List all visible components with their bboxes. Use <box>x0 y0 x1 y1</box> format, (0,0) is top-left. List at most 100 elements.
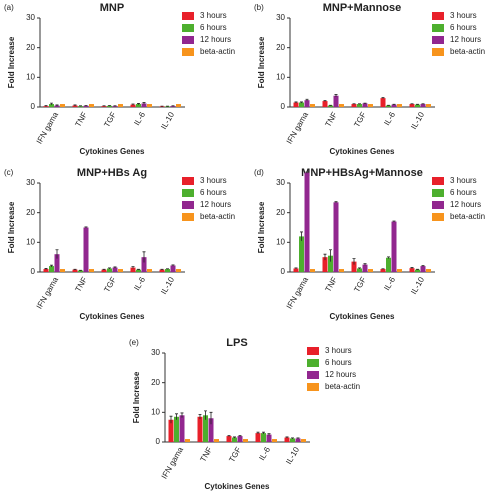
error-bar <box>108 267 111 270</box>
x-tick-label: IL-10 <box>159 110 176 131</box>
y-tick-label: 20 <box>26 208 35 217</box>
error-bar <box>55 104 59 107</box>
bar <box>328 255 333 272</box>
error-bar <box>171 264 175 267</box>
bar <box>43 269 49 272</box>
x-axis-label: Cytokines Genes <box>330 147 395 156</box>
bar <box>49 266 54 272</box>
error-bar <box>305 171 309 174</box>
bar <box>351 261 357 272</box>
x-axis-label: Cytokines Genes <box>80 312 145 321</box>
legend-label: 3 hours <box>200 176 227 185</box>
legend-swatch <box>182 201 194 209</box>
y-tick-label: 10 <box>276 237 285 246</box>
bar <box>362 103 368 107</box>
error-bar <box>233 436 236 439</box>
x-tick-label: IFN gama <box>285 275 311 310</box>
error-bar <box>262 431 265 434</box>
bar <box>386 257 391 272</box>
error-bar <box>73 104 77 107</box>
error-bar <box>227 435 231 437</box>
x-axis-label: Cytokines Genes <box>330 312 395 321</box>
bar <box>415 104 420 107</box>
bar <box>380 98 386 107</box>
bar <box>333 95 339 107</box>
bar <box>165 106 170 107</box>
legend-label: beta-actin <box>200 47 235 56</box>
bar <box>118 269 123 272</box>
bar <box>83 227 89 272</box>
error-bar <box>166 268 169 270</box>
chart-title: MNP+Mannose <box>323 2 402 14</box>
x-tick-label: TNF <box>73 110 89 128</box>
bar <box>397 269 402 272</box>
panel-label: (d) <box>254 168 264 177</box>
y-tick-label: 10 <box>151 407 160 416</box>
bar <box>72 269 78 272</box>
legend-label: 3 hours <box>450 11 477 20</box>
error-bar <box>323 253 327 261</box>
error-bar <box>204 410 207 420</box>
x-tick-label: TGF <box>102 110 118 128</box>
x-tick-label: IL-6 <box>132 275 147 292</box>
error-bar <box>358 267 361 270</box>
bar <box>101 106 107 107</box>
legend-label: 3 hours <box>325 346 352 355</box>
x-tick-label: IFN gama <box>160 445 186 480</box>
panel-label: (c) <box>4 168 14 177</box>
legend-swatch <box>182 177 194 185</box>
error-bar <box>421 103 425 105</box>
error-bar <box>102 268 106 270</box>
error-bar <box>300 101 303 104</box>
y-tick-label: 30 <box>26 13 35 22</box>
error-bar <box>387 256 390 259</box>
legend-label: 12 hours <box>450 200 481 209</box>
error-bar <box>267 433 271 436</box>
bar <box>391 104 397 107</box>
bar <box>176 104 181 107</box>
legend-label: 12 hours <box>200 35 231 44</box>
bar <box>293 268 299 272</box>
bar <box>159 106 165 107</box>
error-bar <box>142 102 146 105</box>
legend-swatch <box>432 12 444 20</box>
legend-label: beta-actin <box>325 382 360 391</box>
bar <box>328 105 333 107</box>
bar <box>176 269 181 272</box>
legend-label: 12 hours <box>325 370 356 379</box>
error-bar <box>334 201 338 203</box>
y-tick-label: 20 <box>26 43 35 52</box>
bar <box>397 104 402 107</box>
y-tick-label: 30 <box>151 348 160 357</box>
bar <box>339 269 344 272</box>
error-bar <box>137 268 140 270</box>
error-bar <box>363 102 367 104</box>
error-bar <box>142 251 146 263</box>
legend-swatch <box>432 189 444 197</box>
x-tick-label: IL-10 <box>284 445 301 466</box>
bar <box>409 268 415 272</box>
legend-swatch <box>432 36 444 44</box>
y-axis-label: Fold Increase <box>7 36 16 88</box>
bar <box>386 105 391 107</box>
error-bar <box>387 104 390 106</box>
bar <box>310 104 315 107</box>
legend-label: 6 hours <box>200 188 227 197</box>
bar <box>112 267 118 272</box>
bar <box>426 269 431 272</box>
bar <box>89 104 94 107</box>
error-bar <box>291 437 294 440</box>
x-tick-label: TGF <box>352 110 368 128</box>
legend-swatch <box>432 201 444 209</box>
error-bar <box>113 266 117 269</box>
error-bar <box>175 413 178 420</box>
error-bar <box>44 105 48 107</box>
x-axis-label: Cytokines Genes <box>80 147 145 156</box>
bar <box>351 104 357 107</box>
y-tick-label: 30 <box>26 178 35 187</box>
bar <box>197 416 203 442</box>
x-tick-label: TGF <box>227 445 243 463</box>
bar <box>261 433 266 442</box>
bar <box>409 104 415 107</box>
